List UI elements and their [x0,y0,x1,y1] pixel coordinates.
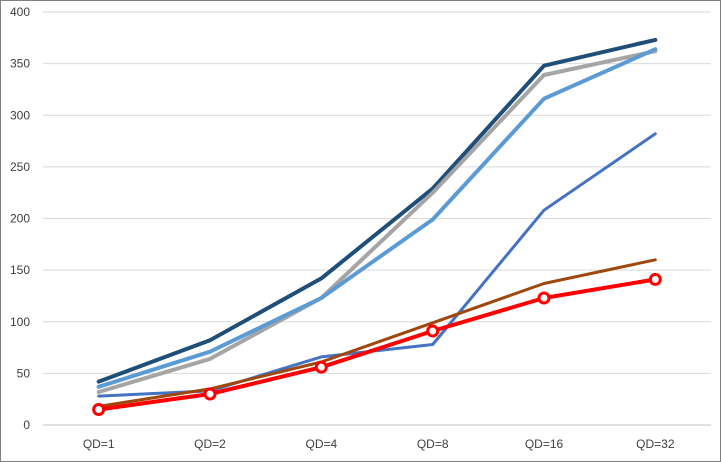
series-point-6 [314,360,328,374]
x-tick-label: QD=8 [417,437,449,451]
series-lines [96,37,658,412]
series-point-6 [426,324,440,338]
y-tick-label: 350 [10,57,30,71]
y-tick-label: 400 [10,5,30,19]
y-tick-label: 100 [10,315,30,329]
x-tick-label: QD=2 [194,437,226,451]
series-markers [92,272,662,417]
x-tick-label: QD=4 [305,437,337,451]
x-tick-label: QD=32 [636,437,675,451]
series-line-2 [96,49,658,394]
series-point-6 [648,272,662,286]
series-line-6 [96,277,658,412]
series-line-1 [96,37,658,384]
y-axis-tick-labels: 0 50 100 150 200 250 300 350 400 [10,5,30,432]
x-tick-label: QD=1 [83,437,115,451]
y-tick-label: 300 [10,108,30,122]
y-tick-label: 50 [17,366,31,380]
y-tick-label: 150 [10,263,30,277]
x-axis-tick-labels: QD=1 QD=2 QD=4 QD=8 QD=16 QD=32 [83,437,675,451]
series-line-5 [97,258,657,408]
y-tick-label: 200 [10,212,30,226]
series-point-6 [92,403,106,417]
y-tick-label: 0 [23,418,30,432]
series-line-4 [97,132,657,398]
x-tick-label: QD=16 [525,437,564,451]
series-point-6 [203,387,217,401]
y-tick-label: 250 [10,160,30,174]
series-line-3 [96,47,658,389]
series-point-6 [537,291,551,305]
